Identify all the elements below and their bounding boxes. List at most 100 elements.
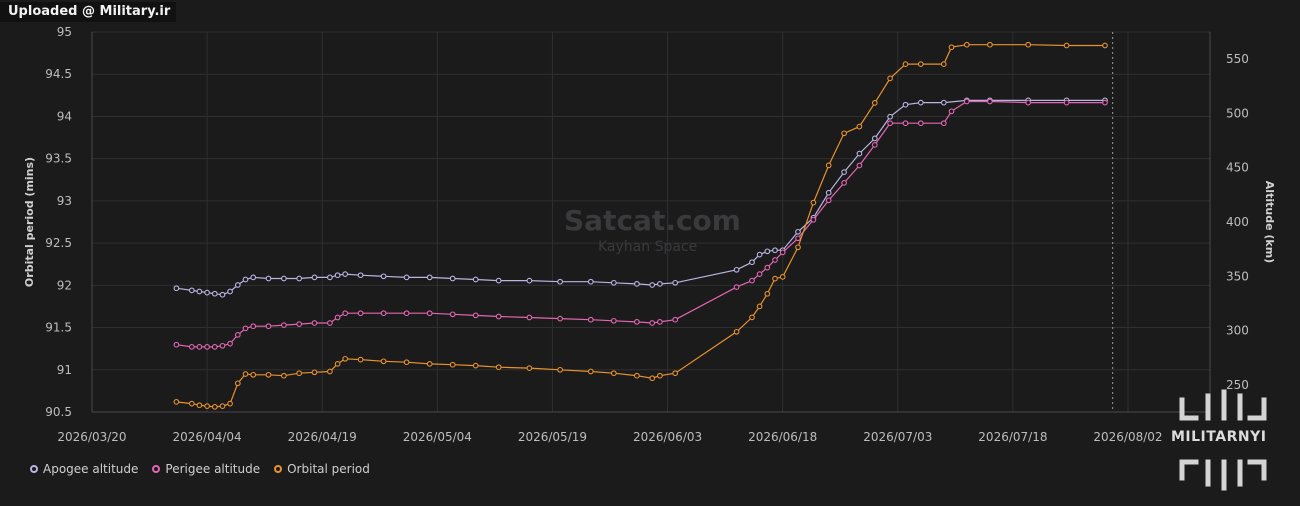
- data-point-period: [987, 41, 993, 48]
- data-point-perigee: [357, 310, 364, 317]
- data-point-period: [825, 162, 832, 169]
- data-point-apogee: [334, 272, 341, 279]
- y-tick-left: 93: [57, 194, 72, 208]
- data-point-apogee: [887, 113, 893, 120]
- data-point-apogee: [219, 291, 226, 298]
- data-point-period: [526, 365, 533, 371]
- data-point-apogee: [772, 247, 778, 254]
- data-point-apogee: [196, 288, 203, 295]
- legend-label-perigee: Perigee altitude: [165, 462, 261, 476]
- data-point-perigee: [756, 271, 763, 277]
- legend-item-perigee[interactable]: Perigee altitude: [152, 462, 260, 476]
- y-tick-left: 94: [57, 109, 72, 123]
- data-point-apogee: [250, 274, 257, 281]
- y-tick-left: 93.5: [45, 152, 72, 166]
- data-point-perigee: [250, 323, 257, 330]
- series-period: [173, 41, 1108, 410]
- data-point-period: [403, 359, 410, 366]
- series-line-perigee: [176, 100, 1105, 348]
- data-point-period: [649, 375, 656, 382]
- data-point-period: [281, 372, 287, 379]
- data-point-apogee: [634, 281, 640, 287]
- data-point-perigee: [871, 142, 878, 148]
- data-point-apogee: [188, 287, 195, 294]
- x-tick: 2026/08/02: [1093, 430, 1162, 444]
- legend-label-apogee: Apogee altitude: [43, 462, 139, 476]
- data-point-apogee: [173, 285, 180, 292]
- data-point-period: [265, 371, 272, 378]
- data-point-perigee: [1063, 99, 1070, 106]
- data-point-perigee: [917, 120, 924, 127]
- data-point-apogee: [449, 275, 456, 282]
- data-point-period: [902, 61, 909, 67]
- data-point-perigee: [587, 316, 594, 323]
- data-point-period: [242, 371, 249, 377]
- y-tick-left: 92: [57, 278, 72, 292]
- data-point-period: [963, 41, 970, 48]
- data-point-period: [672, 370, 679, 377]
- legend-item-apogee[interactable]: Apogee altitude: [30, 462, 138, 476]
- data-point-period: [495, 364, 502, 371]
- data-point-apogee: [311, 274, 318, 281]
- y-tick-right: 350: [1226, 269, 1249, 283]
- data-point-perigee: [672, 316, 679, 323]
- data-point-period: [357, 356, 364, 363]
- data-point-period: [449, 361, 456, 368]
- data-point-perigee: [557, 315, 563, 322]
- data-point-perigee: [948, 108, 955, 115]
- legend-item-period[interactable]: Orbital period: [274, 462, 370, 476]
- data-point-perigee: [657, 319, 663, 325]
- data-point-apogee: [756, 251, 763, 258]
- data-point-apogee: [733, 266, 740, 273]
- data-point-perigee: [825, 197, 832, 204]
- y-tick-left: 91: [57, 363, 72, 377]
- chart-grid: [92, 31, 1210, 413]
- data-point-apogee: [495, 277, 502, 284]
- legend-marker-perigee: [152, 465, 161, 473]
- data-point-perigee: [472, 312, 479, 319]
- data-point-apogee: [610, 279, 617, 286]
- logo-text: MILITARNYI: [1171, 429, 1267, 445]
- x-tick: 2026/05/04: [403, 430, 472, 444]
- data-point-period: [887, 75, 893, 82]
- data-point-perigee: [449, 311, 456, 318]
- data-point-period: [342, 355, 349, 362]
- data-point-period: [1102, 42, 1108, 49]
- data-point-apogee: [234, 282, 241, 288]
- data-point-apogee: [227, 288, 233, 295]
- data-point-perigee: [810, 216, 817, 223]
- data-point-perigee: [403, 310, 410, 317]
- data-point-perigee: [733, 284, 740, 290]
- upload-watermark: Uploaded @ Military.ir: [0, 2, 177, 22]
- data-point-perigee: [795, 235, 801, 242]
- data-point-apogee: [672, 279, 679, 286]
- data-point-perigee: [495, 313, 502, 320]
- data-point-period: [219, 403, 226, 409]
- series-perigee: [173, 98, 1108, 350]
- data-point-period: [334, 361, 341, 367]
- series-line-apogee: [176, 99, 1105, 296]
- data-point-period: [234, 380, 241, 387]
- data-point-apogee: [841, 169, 847, 175]
- data-point-period: [1025, 41, 1032, 48]
- data-point-perigee: [526, 314, 533, 321]
- y-tick-left: 92.5: [45, 236, 72, 250]
- data-point-period: [795, 244, 801, 251]
- data-point-period: [557, 366, 563, 373]
- data-point-period: [380, 358, 387, 365]
- data-point-perigee: [234, 332, 241, 338]
- data-point-period: [173, 399, 180, 405]
- data-point-period: [311, 369, 318, 376]
- data-point-perigee: [327, 320, 333, 326]
- y-axis-label-right: Altitude (km): [1263, 181, 1276, 263]
- data-point-apogee: [749, 259, 755, 266]
- data-point-perigee: [380, 310, 387, 317]
- x-tick: 2026/03/20: [57, 430, 126, 444]
- data-point-perigee: [779, 249, 786, 256]
- data-point-period: [733, 328, 740, 335]
- data-point-apogee: [764, 248, 771, 255]
- y-tick-right: 550: [1226, 52, 1249, 66]
- data-point-period: [250, 371, 257, 378]
- chart-legend: Apogee altitude Perigee altitude Orbital…: [30, 462, 370, 476]
- data-point-apogee: [327, 274, 333, 281]
